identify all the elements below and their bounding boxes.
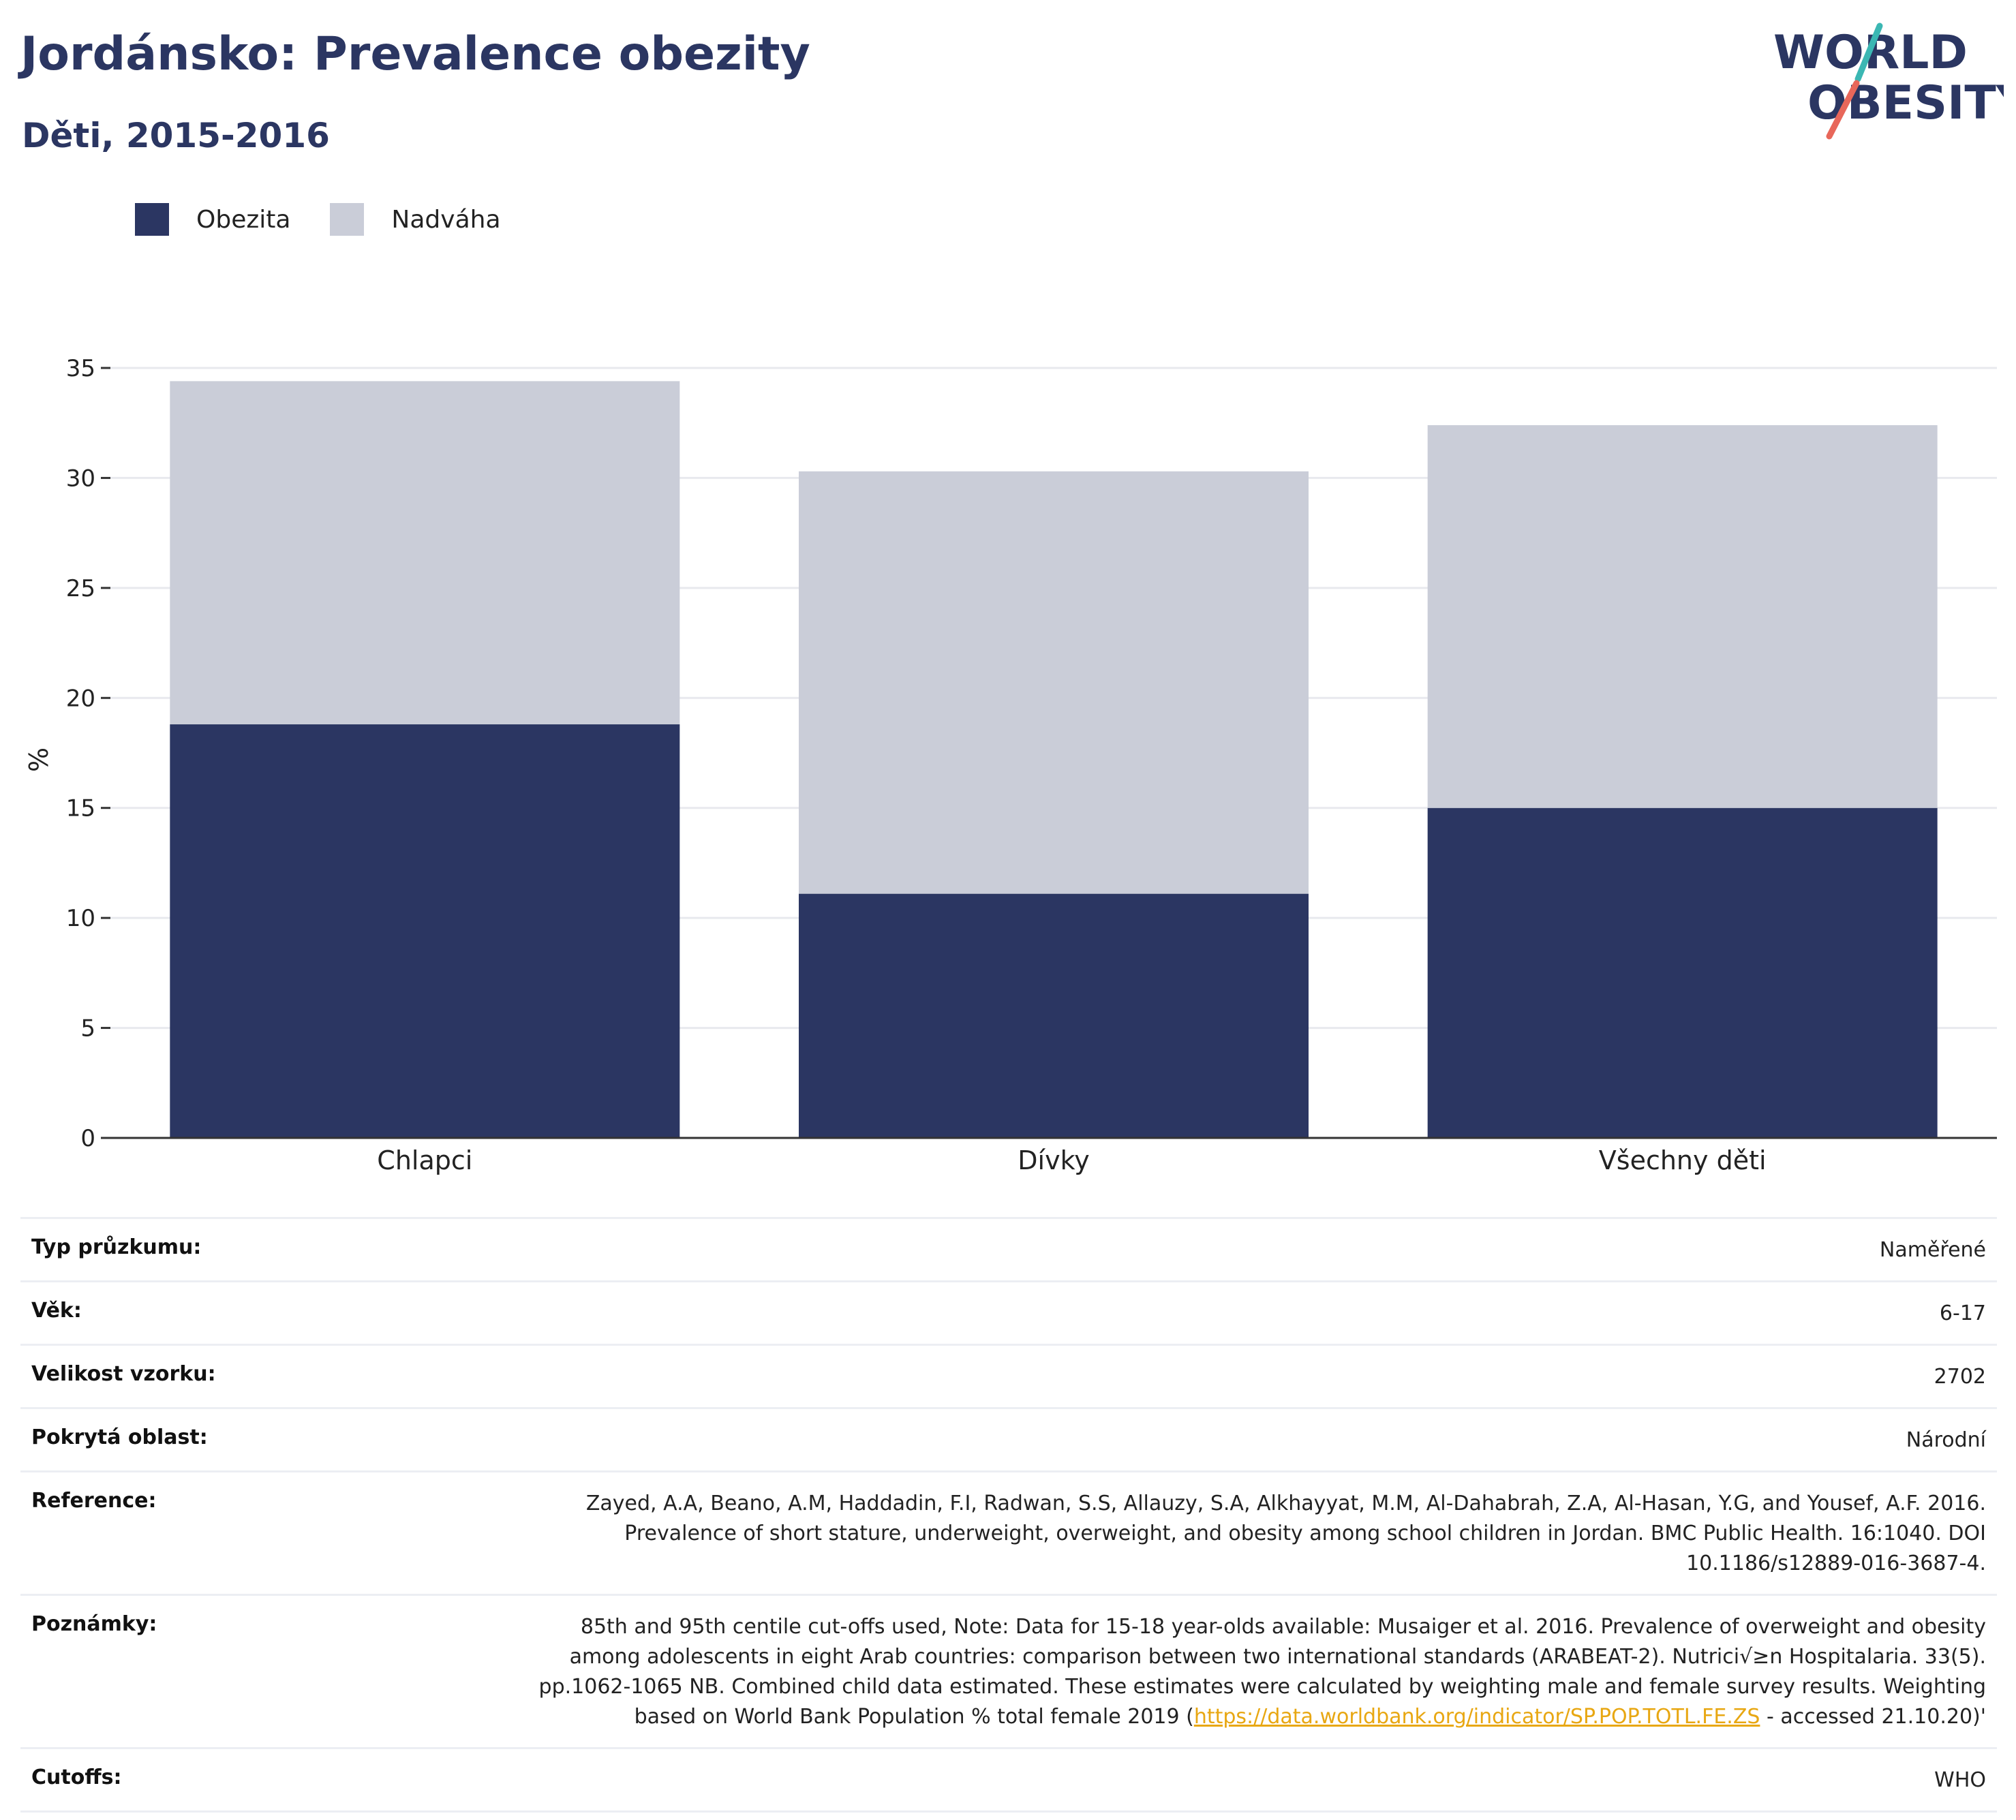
legend-item-obesity[interactable]: Obezita bbox=[135, 203, 290, 236]
meta-row: Poznámky: 85th and 95th centile cut-offs … bbox=[20, 1594, 1997, 1747]
meta-value: 85th and 95th centile cut-offs used, Not… bbox=[528, 1612, 1986, 1732]
survey-details-table: Typ průzkumu: Naměřené Věk: 6-17 Velikost vz… bbox=[20, 1217, 1997, 1813]
logo-slash-teal bbox=[1854, 22, 1883, 82]
meta-value: WHO bbox=[1934, 1765, 1986, 1795]
bar-overweight-1[interactable] bbox=[799, 471, 1309, 894]
meta-value-text: Národní bbox=[1906, 1428, 1986, 1452]
meta-row: Reference: Zayed, A.A, Beano, A.M, Haddad… bbox=[20, 1470, 1997, 1594]
legend-item-overweight[interactable]: Nadváha bbox=[330, 203, 501, 236]
bar-overweight-0[interactable] bbox=[170, 381, 680, 725]
bars bbox=[170, 381, 1938, 1138]
meta-row: Cutoffs: WHO bbox=[20, 1747, 1997, 1813]
meta-value-text: WHO bbox=[1934, 1768, 1986, 1792]
y-tick-label: 20 bbox=[66, 685, 95, 712]
meta-key: Pokrytá oblast: bbox=[31, 1425, 208, 1449]
bar-obesity-1[interactable] bbox=[799, 893, 1309, 1138]
y-tick-label: 15 bbox=[66, 795, 95, 822]
meta-value-text: 6-17 bbox=[1939, 1301, 1986, 1325]
meta-value: Národní bbox=[1906, 1425, 1986, 1455]
meta-value-text: 85th and 95th centile cut-offs used, Not… bbox=[538, 1615, 1986, 1729]
chart-legend: Obezita Nadváha bbox=[135, 202, 540, 237]
logo-slash-coral bbox=[1826, 80, 1860, 140]
meta-value: Naměřené bbox=[1880, 1235, 1986, 1265]
meta-key: Cutoffs: bbox=[31, 1765, 122, 1789]
meta-value: Zayed, A.A, Beano, A.M, Haddadin, F.I, R… bbox=[528, 1489, 1986, 1579]
meta-value: 6-17 bbox=[1940, 1299, 1986, 1329]
y-tick-label: 25 bbox=[66, 575, 95, 602]
legend-swatch-obesity bbox=[135, 203, 169, 236]
worldbank-link[interactable]: https://data.worldbank.org/indicator/SP.… bbox=[1193, 1705, 1760, 1729]
meta-value-text: Naměřené bbox=[1879, 1238, 1986, 1262]
world-obesity-logo: WORLD OBESITY bbox=[1773, 22, 2004, 140]
chart-subtitle: Děti, 2015-2016 bbox=[22, 116, 330, 155]
meta-value-text: Zayed, A.A, Beano, A.M, Haddadin, F.I, R… bbox=[585, 1492, 1986, 1575]
y-tick-label: 5 bbox=[80, 1015, 95, 1043]
meta-key: Typ průzkumu: bbox=[31, 1235, 202, 1259]
meta-row: Pokrytá oblast: Národní bbox=[20, 1407, 1997, 1470]
y-tick-label: 30 bbox=[66, 465, 95, 492]
meta-key: Věk: bbox=[31, 1299, 82, 1323]
bar-obesity-0[interactable] bbox=[170, 724, 680, 1138]
x-tick-label: Chlapci bbox=[377, 1145, 472, 1175]
meta-row: Typ průzkumu: Naměřené bbox=[20, 1217, 1997, 1280]
x-tick-label: Dívky bbox=[1018, 1145, 1089, 1175]
y-tick-label: 35 bbox=[66, 355, 95, 382]
meta-value: 2702 bbox=[1934, 1362, 1986, 1392]
x-tick-label: Všechny děti bbox=[1599, 1145, 1767, 1175]
meta-key: Reference: bbox=[31, 1489, 157, 1513]
meta-key: Poznámky: bbox=[31, 1612, 157, 1636]
y-tick-label: 10 bbox=[66, 905, 95, 932]
axes: 0 5 10 15 20 25 30 35 Chlapci Dívky Všechny děti% bbox=[24, 355, 1997, 1175]
meta-row: Velikost vzorku: 2702 bbox=[20, 1344, 1997, 1407]
stacked-bar-chart: 0 5 10 15 20 25 30 35 Chlapci Dívky Všechny děti% bbox=[24, 355, 1997, 1175]
chart-title: Jordánsko: Prevalence obezity bbox=[20, 27, 810, 81]
meta-row: Věk: 6-17 bbox=[20, 1280, 1997, 1344]
legend-label-overweight: Nadváha bbox=[391, 205, 501, 234]
bar-obesity-2[interactable] bbox=[1427, 807, 1938, 1138]
legend-label-obesity: Obezita bbox=[196, 205, 291, 234]
meta-key: Velikost vzorku: bbox=[31, 1362, 216, 1386]
y-axis-label: % bbox=[24, 747, 54, 772]
y-tick-label: 0 bbox=[80, 1125, 95, 1152]
meta-value-text: 2702 bbox=[1934, 1365, 1986, 1389]
meta-value-text-after: - accessed 21.10.20)' bbox=[1760, 1705, 1986, 1729]
bar-overweight-2[interactable] bbox=[1427, 425, 1938, 808]
legend-swatch-overweight bbox=[330, 203, 365, 236]
